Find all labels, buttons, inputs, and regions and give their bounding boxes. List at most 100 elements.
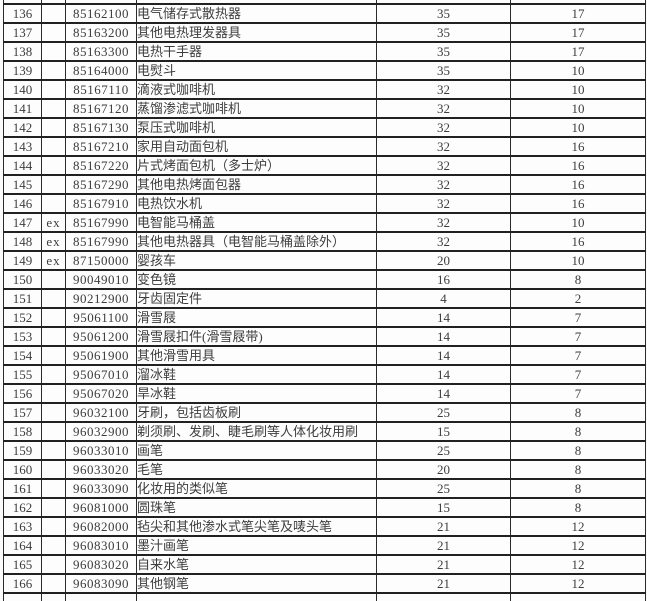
ex-cell [41, 592, 66, 601]
hs-code-cell: 85164000 [65, 60, 137, 81]
rate-cell-2: 10 [510, 250, 646, 271]
row-no-cell: 138 [3, 41, 42, 62]
rate-cell-1: 35 [376, 60, 511, 81]
rate-cell-1: 25 [376, 478, 511, 499]
row-no-cell: 161 [3, 478, 42, 499]
rate-cell-2: 16 [510, 155, 646, 176]
ex-cell [41, 440, 66, 461]
rate-cell-2: 2 [510, 288, 646, 309]
rate-cell-2: 10 [510, 79, 646, 100]
hs-code-cell [65, 592, 137, 601]
rate-cell-1: 32 [376, 193, 511, 214]
table-row: 165 96083020 自来水笔 21 12 [3, 554, 646, 575]
row-no-cell: 162 [3, 497, 42, 518]
rate-cell-1 [376, 592, 511, 601]
rate-cell-2 [510, 0, 646, 5]
rate-cell-2: 10 [510, 212, 646, 233]
ex-cell [41, 79, 66, 100]
description-cell: 滑雪屐 [136, 307, 377, 328]
row-no-cell: 154 [3, 345, 42, 366]
rate-cell-1: 35 [376, 22, 511, 43]
row-no-cell: 147 [3, 212, 42, 233]
hs-code-cell: 96082000 [65, 516, 137, 537]
row-no-cell: 136 [3, 3, 42, 24]
rate-cell-2: 16 [510, 193, 646, 214]
description-cell: 电热饮水机 [136, 193, 377, 214]
row-no-cell: 152 [3, 307, 42, 328]
description-cell: 其他电热烤面包器 [136, 174, 377, 195]
table-row: 151 90212900 牙齿固定件 4 2 [3, 288, 646, 309]
table-row: 160 96033020 毛笔 20 8 [3, 459, 646, 480]
row-no-cell: 149 [3, 250, 42, 271]
row-no-cell: 150 [3, 269, 42, 290]
ex-cell: ex [41, 250, 66, 271]
table-row: 141 85167120 蒸馏渗滤式咖啡机 32 10 [3, 98, 646, 119]
rate-cell-2: 16 [510, 231, 646, 252]
hs-code-cell: 85163300 [65, 41, 137, 62]
hs-code-cell: 96083010 [65, 535, 137, 556]
hs-code-cell: 96081000 [65, 497, 137, 518]
description-cell: 电熨斗 [136, 60, 377, 81]
ex-cell [41, 364, 66, 385]
ex-cell: ex [41, 212, 66, 233]
ex-cell: ex [41, 231, 66, 252]
rate-cell-1: 32 [376, 136, 511, 157]
description-cell: 剃须刷、发刷、睫毛刷等人体化妆用刷 [136, 421, 377, 442]
rate-cell-1: 4 [376, 288, 511, 309]
rate-cell-2: 16 [510, 174, 646, 195]
ex-cell [41, 326, 66, 347]
rate-cell-2: 17 [510, 3, 646, 24]
description-cell [136, 592, 377, 601]
hs-code-cell: 85167210 [65, 136, 137, 157]
rate-cell-1: 21 [376, 554, 511, 575]
row-no-cell: 151 [3, 288, 42, 309]
table-row: 154 95061900 其他滑雪用具 14 7 [3, 345, 646, 366]
ex-cell [41, 41, 66, 62]
hs-code-cell: 90212900 [65, 288, 137, 309]
row-no-cell: 148 [3, 231, 42, 252]
description-cell: 家用自动面包机 [136, 136, 377, 157]
rate-cell-1: 14 [376, 364, 511, 385]
table-row: 156 95067020 旱冰鞋 14 7 [3, 383, 646, 404]
description-cell: 其他滑雪用具 [136, 345, 377, 366]
ex-cell [41, 573, 66, 594]
description-cell: 电智能马桶盖 [136, 212, 377, 233]
ex-cell [41, 497, 66, 518]
ex-cell [41, 459, 66, 480]
table-row: 137 85163200 其他电热理发器具 35 17 [3, 22, 646, 43]
rate-cell-2: 7 [510, 326, 646, 347]
rate-cell-2: 7 [510, 364, 646, 385]
description-cell: 滑雪屐扣件(滑雪屐带) [136, 326, 377, 347]
row-no-cell: 156 [3, 383, 42, 404]
table-row: 153 95061200 滑雪屐扣件(滑雪屐带) 14 7 [3, 326, 646, 347]
rate-cell-2: 8 [510, 440, 646, 461]
rate-cell-2: 7 [510, 383, 646, 404]
rate-cell-1: 14 [376, 383, 511, 404]
rate-cell-2: 12 [510, 554, 646, 575]
description-cell: 牙齿固定件 [136, 288, 377, 309]
description-cell: 自来水笔 [136, 554, 377, 575]
rate-cell-1: 25 [376, 402, 511, 423]
description-cell: 滴液式咖啡机 [136, 79, 377, 100]
table-row: 138 85163300 电热干手器 35 17 [3, 41, 646, 62]
description-cell: 其他电热器具（电智能马桶盖除外） [136, 231, 377, 252]
ex-cell [41, 383, 66, 404]
description-cell: 牙刷，包括齿板刷 [136, 402, 377, 423]
rate-cell-1: 20 [376, 250, 511, 271]
rate-cell-2: 17 [510, 41, 646, 62]
ex-cell [41, 60, 66, 81]
rate-cell-1: 20 [376, 459, 511, 480]
description-cell: 蒸馏渗滤式咖啡机 [136, 98, 377, 119]
rate-cell-2: 12 [510, 573, 646, 594]
hs-code-cell: 96083020 [65, 554, 137, 575]
rate-cell-2: 12 [510, 535, 646, 556]
hs-code-cell: 85162100 [65, 3, 137, 24]
rate-cell-2: 10 [510, 117, 646, 138]
row-no-cell: 166 [3, 573, 42, 594]
rate-cell-1: 35 [376, 41, 511, 62]
description-cell: 圆珠笔 [136, 497, 377, 518]
rate-cell-1: 21 [376, 535, 511, 556]
row-no-cell: 144 [3, 155, 42, 176]
ex-cell [41, 136, 66, 157]
